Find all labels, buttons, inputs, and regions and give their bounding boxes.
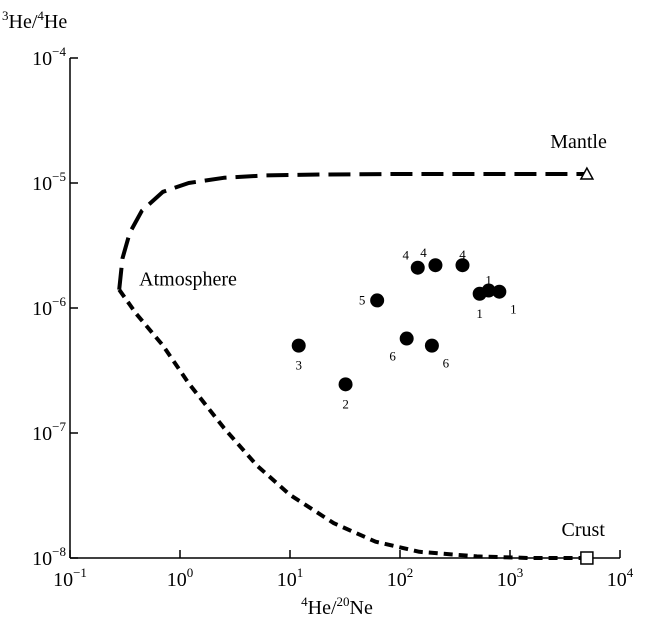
mixing-curve-2 bbox=[117, 288, 587, 560]
data-point bbox=[455, 258, 470, 273]
x-tick-label: 103 bbox=[497, 565, 524, 591]
x-axis-label: 4He/20Ne bbox=[301, 594, 373, 619]
point-label: 1 bbox=[510, 302, 517, 317]
point-label: 4 bbox=[403, 248, 410, 263]
data-point bbox=[291, 338, 306, 353]
x-tick-label: 104 bbox=[607, 565, 634, 591]
mantle-marker bbox=[579, 166, 595, 180]
y-tick-label: 10−4 bbox=[32, 44, 66, 70]
crust-label: Crust bbox=[562, 519, 606, 541]
mantle-label: Mantle bbox=[550, 131, 607, 153]
atmosphere-label: Atmosphere bbox=[139, 269, 237, 291]
data-point bbox=[424, 338, 439, 353]
point-label: 2 bbox=[342, 396, 349, 411]
point-label: 4 bbox=[459, 247, 466, 262]
axes: 10−1 100 101 102 103 104 10−8 10−7 10−6 10−5 10−4 3… bbox=[2, 8, 634, 619]
y-tick-label: 10−7 bbox=[32, 419, 66, 445]
curves bbox=[117, 172, 587, 560]
x-tick-label: 100 bbox=[167, 565, 194, 591]
data-point bbox=[338, 377, 353, 392]
point-label: 1 bbox=[476, 306, 483, 321]
point-label: 6 bbox=[443, 356, 450, 371]
x-tick-label: 10−1 bbox=[53, 565, 87, 591]
y-axis-label: 3He/4He bbox=[2, 8, 67, 33]
data-point bbox=[410, 260, 425, 275]
data-point bbox=[428, 258, 443, 273]
y-tick-label: 10−6 bbox=[32, 294, 66, 320]
data-point bbox=[399, 331, 414, 346]
data-point bbox=[481, 283, 496, 298]
y-tick-label: 10−8 bbox=[32, 544, 66, 570]
crust-marker bbox=[580, 551, 594, 565]
point-label: 4 bbox=[420, 245, 427, 260]
x-tick-label: 101 bbox=[277, 565, 304, 591]
y-tick-label: 10−5 bbox=[32, 169, 66, 195]
point-label: 5 bbox=[359, 292, 366, 307]
mixing-curve-1 bbox=[117, 172, 587, 290]
data-point bbox=[492, 284, 507, 299]
x-tick-label: 102 bbox=[387, 565, 414, 591]
point-label: 6 bbox=[389, 349, 396, 364]
point-label: 3 bbox=[295, 358, 302, 373]
data-point bbox=[370, 293, 385, 308]
point-label: 1 bbox=[485, 273, 492, 288]
data-points bbox=[291, 166, 595, 565]
